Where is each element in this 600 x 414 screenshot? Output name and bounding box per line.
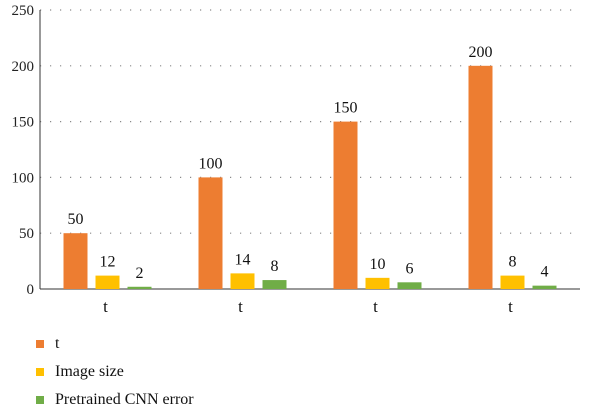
legend-label: t bbox=[55, 335, 60, 352]
y-tick-label: 150 bbox=[12, 115, 35, 131]
x-category-label: t bbox=[508, 297, 513, 316]
y-tick-label: 100 bbox=[12, 170, 35, 186]
legend: t Image size Pretrained CNN error bbox=[36, 330, 194, 414]
data-label: 4 bbox=[541, 264, 549, 281]
data-label: 6 bbox=[406, 260, 414, 277]
gridlines bbox=[40, 9, 580, 234]
bar bbox=[127, 286, 152, 289]
data-label: 14 bbox=[235, 251, 251, 268]
bar bbox=[333, 121, 358, 289]
bars: 50 12 2 100 14 8 150 10 6 200 8 4 bbox=[63, 44, 557, 289]
bar bbox=[95, 275, 120, 289]
bar bbox=[365, 277, 390, 289]
y-tick-label: 50 bbox=[19, 226, 34, 242]
y-tick-label: 250 bbox=[12, 3, 35, 19]
legend-item-t: t bbox=[36, 330, 194, 358]
data-label: 8 bbox=[509, 254, 517, 271]
data-label: 10 bbox=[370, 256, 386, 273]
bar bbox=[262, 280, 287, 289]
legend-swatch-t bbox=[36, 340, 44, 348]
data-label: 2 bbox=[136, 265, 144, 282]
y-tick-label: 0 bbox=[27, 282, 35, 298]
data-label: 150 bbox=[334, 100, 358, 117]
x-category-label: t bbox=[103, 297, 108, 316]
data-label: 100 bbox=[199, 155, 223, 172]
legend-label: Image size bbox=[55, 363, 124, 380]
bar bbox=[397, 282, 422, 289]
data-label: 200 bbox=[469, 44, 493, 61]
data-label: 8 bbox=[271, 258, 279, 275]
y-tick-label: 200 bbox=[12, 59, 35, 75]
bar bbox=[63, 233, 88, 289]
bar bbox=[532, 285, 557, 289]
data-label: 12 bbox=[100, 254, 116, 271]
legend-item-pretrained-cnn-error: Pretrained CNN error bbox=[36, 386, 194, 414]
bar bbox=[198, 177, 223, 289]
legend-swatch-pretrained-cnn-error bbox=[36, 396, 44, 404]
legend-item-image-size: Image size bbox=[36, 358, 194, 386]
bar bbox=[468, 65, 493, 289]
bar-chart: 0 50 100 150 200 250 50 12 2 100 14 8 150 10 6 200 8 4 t… bbox=[12, 3, 580, 316]
bar bbox=[230, 273, 255, 289]
x-category-label: t bbox=[373, 297, 378, 316]
y-axis-ticks: 0 50 100 150 200 250 bbox=[12, 3, 35, 298]
bar bbox=[500, 275, 525, 289]
legend-swatch-image-size bbox=[36, 368, 44, 376]
x-category-label: t bbox=[238, 297, 243, 316]
data-label: 50 bbox=[68, 211, 84, 228]
legend-label: Pretrained CNN error bbox=[55, 391, 194, 408]
